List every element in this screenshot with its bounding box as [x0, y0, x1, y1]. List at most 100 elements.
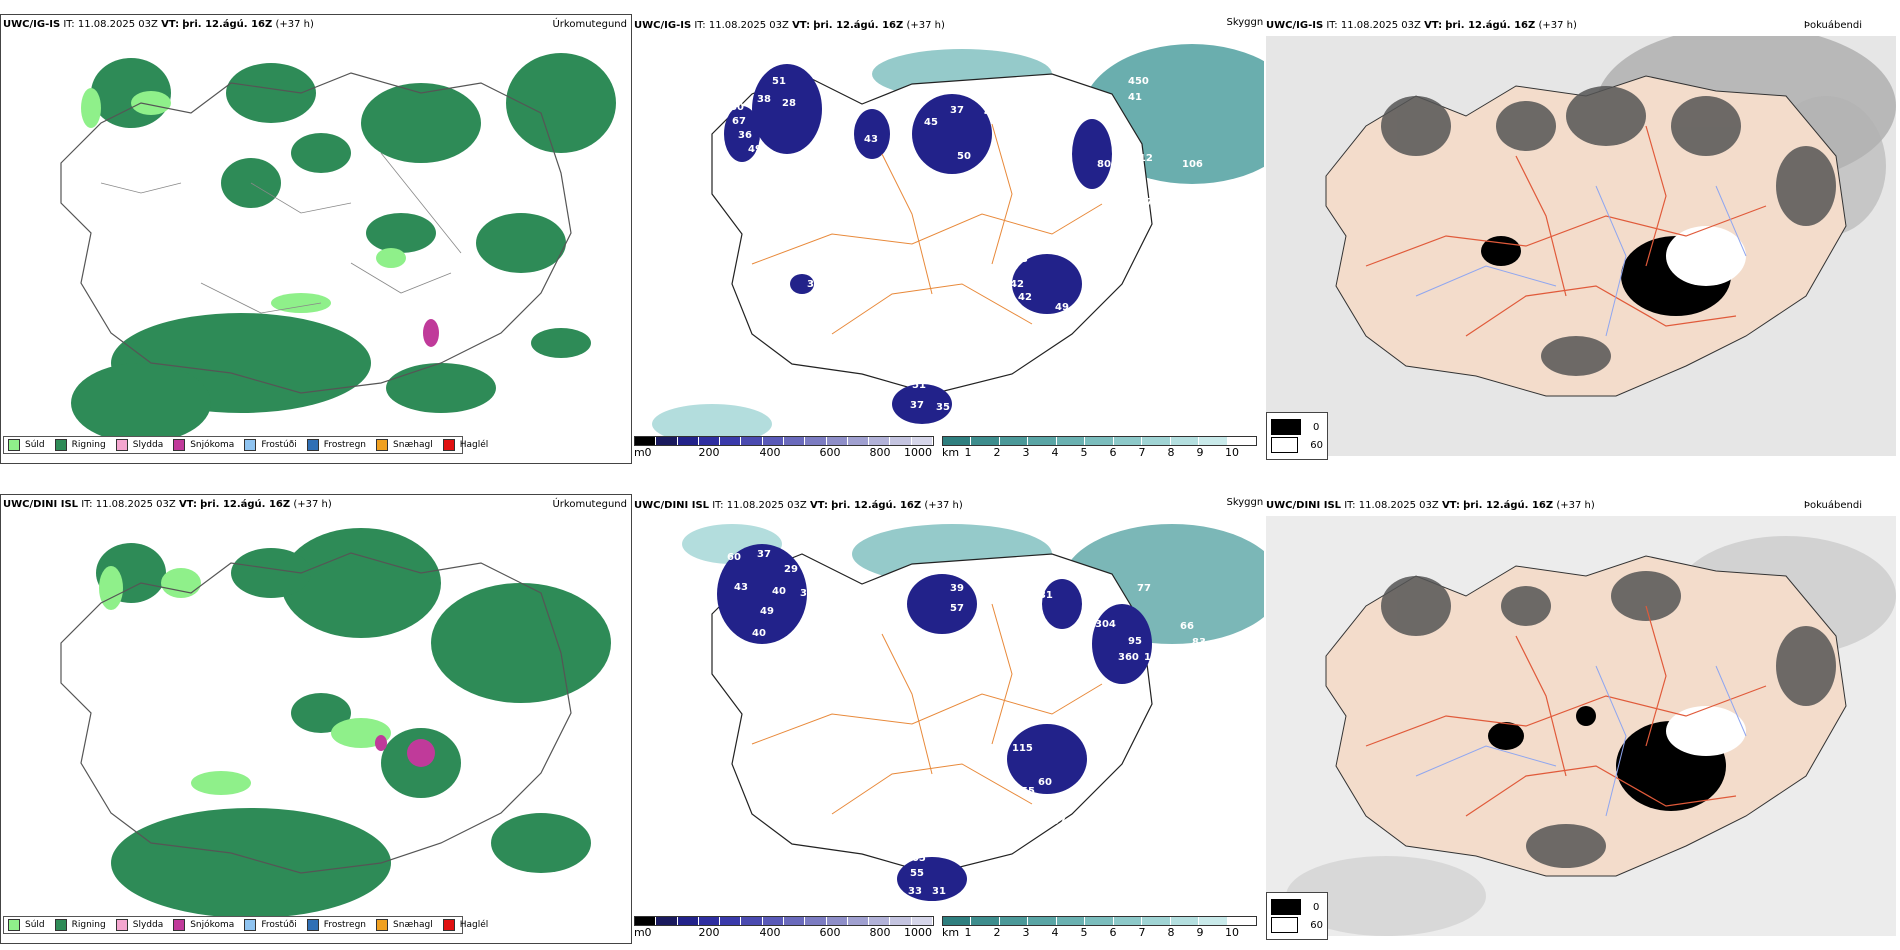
cloud-base-label: 99 [902, 360, 916, 371]
legend-item-freezing-drizzle: Frostúði [244, 919, 297, 931]
cloud-base-label: 60 [730, 102, 744, 113]
cloud-base-label: 45 [924, 117, 938, 128]
cloud-base-label: 51 [912, 380, 926, 391]
vt-value: þri. 12.ágú. 16Z [831, 500, 922, 511]
vt-value: þri. 12.ágú. 16Z [813, 20, 904, 31]
model-name: UWC/DINI ISL [634, 500, 710, 511]
cloud-base-label: 37 [807, 279, 821, 290]
cloud-base-label: 28 [782, 98, 796, 109]
fog-panel-row1: UWC/IG-IS IT: 11.08.2025 03Z VT: þri. 12… [1264, 14, 1900, 464]
cloud-base-label: 36 [820, 136, 834, 147]
visibility-tick: 8 [1167, 446, 1175, 459]
height-tick: 600 [819, 926, 841, 939]
cloud-base-label: 51 [772, 76, 786, 87]
height-tick: 400 [759, 446, 781, 459]
model-name: UWC/IG-IS [3, 19, 61, 30]
cloud-base-label: 60 [1038, 777, 1052, 788]
fog-title: Þokuábendi [1803, 500, 1862, 511]
cloud-base-label: 102 [802, 835, 823, 846]
cloud-base-label: 46 [984, 107, 998, 118]
visibility-tick: 9 [1196, 926, 1204, 939]
cloud-base-label: 43 [864, 134, 878, 145]
cloud-base-label: 31 [932, 886, 946, 897]
cloud-base-label: 208 [1018, 132, 1039, 143]
precip-map [60, 53, 616, 443]
visibility-colorbar-cells [942, 916, 1257, 926]
cloud-base-label: 95 [1128, 636, 1142, 647]
visibility-tick: 6 [1109, 926, 1117, 939]
cloud-base-label: 137 [1132, 197, 1153, 208]
visibility-tick: 3 [1022, 926, 1030, 939]
cloud-base-label: 40 [752, 628, 766, 639]
height-tick: 0 [644, 446, 652, 459]
it-label: IT: [81, 499, 93, 510]
visibility-colorbar: km 1 2 3 4 5 6 7 8 9 10 [942, 436, 1257, 459]
cloud-base-label: 41 [1128, 92, 1142, 103]
height-colorbar-cells [634, 916, 934, 926]
cloud-base-label: 67 [732, 116, 746, 127]
cloud-base-label: 57 [772, 156, 786, 167]
it-label: IT: [694, 20, 706, 31]
precip-panel-row1: UWC/IG-IS IT: 11.08.2025 03Z VT: þri. 12… [0, 14, 632, 464]
cloud-base-label: 35 [936, 402, 950, 413]
cloud-base-label: 36 [738, 130, 752, 141]
vt-value: þri. 12.ágú. 16Z [182, 19, 273, 30]
height-tick: 600 [819, 446, 841, 459]
visibility-tick: 7 [1138, 446, 1146, 459]
height-tick: 400 [759, 926, 781, 939]
cloud-base-label: 58 [794, 162, 808, 173]
cloud-base-label: 412 [990, 80, 1011, 91]
cloud-base-label: 42 [1010, 279, 1024, 290]
visibility-tick: 2 [993, 446, 1001, 459]
fog-map [1266, 36, 1896, 456]
model-name: UWC/DINI ISL [3, 499, 79, 510]
it-value: 11.08.2025 03Z [1358, 500, 1439, 511]
panel-header: UWC/IG-IS IT: 11.08.2025 03Z VT: þri. 12… [634, 19, 945, 33]
cloud-base-label: 450 [1128, 76, 1149, 87]
visibility-title: Skyggni [1226, 497, 1264, 508]
legend-item-rain: Rigning [54, 439, 106, 451]
visibility-tick: 9 [1196, 446, 1204, 459]
cloud-base-label: 38 [757, 94, 771, 105]
lead-time: (+37 h) [1556, 500, 1595, 511]
cloud-base-label: 55 [1021, 786, 1035, 797]
vt-label: VT: [809, 500, 828, 511]
iceland-coastline [60, 552, 572, 874]
height-tick: 200 [698, 926, 720, 939]
fog-title: Þokuábendi [1803, 20, 1862, 31]
lead-time: (+37 h) [275, 19, 314, 30]
height-tick: 0 [644, 926, 652, 939]
legend-item-hail: Haglél [442, 919, 488, 931]
panel-header: UWC/DINI ISL IT: 11.08.2025 03Z VT: þri.… [3, 498, 332, 512]
cloud-base-label: 106 [1182, 159, 1203, 170]
cloud-base-label: 304 [1095, 619, 1116, 630]
vt-label: VT: [178, 499, 197, 510]
cloud-base-label: 49 [1055, 302, 1069, 313]
legend-item-rain: Rigning [54, 919, 106, 931]
cloud-base-label: 35 [800, 588, 814, 599]
cloud-base-label: 33 [908, 886, 922, 897]
it-label: IT: [63, 19, 75, 30]
vt-value: þri. 12.ágú. 16Z [1463, 500, 1554, 511]
it-label: IT: [712, 500, 724, 511]
visibility-tick: 10 [1225, 926, 1239, 939]
it-value: 11.08.2025 03Z [95, 499, 176, 510]
cloud-base-label: 107 [1144, 652, 1165, 663]
visibility-tick: 1 [964, 926, 972, 939]
legend-item-freezing-rain: Frostregn [306, 919, 366, 931]
it-value: 11.08.2025 03Z [708, 20, 789, 31]
cloud-base-label: 37 [757, 549, 771, 560]
cloud-base-label: 60 [727, 552, 741, 563]
cloud-base-label: 112 [1132, 153, 1153, 164]
cloud-base-label: 59 [968, 171, 982, 182]
precip-legend: Súld Rigning Slydda Snjókoma Frostúði Fr… [3, 916, 488, 934]
cloud-base-label: 115 [1012, 743, 1033, 754]
visibility-panel-row1: UWC/IG-IS IT: 11.08.2025 03Z VT: þri. 12… [632, 14, 1264, 464]
lead-time: (+37 h) [1538, 20, 1577, 31]
lead-time: (+37 h) [924, 500, 963, 511]
cloud-base-label: 61 [800, 623, 814, 634]
cloud-base-label: 42 [1018, 292, 1032, 303]
cloud-base-label: 49 [748, 144, 762, 155]
cloud-base-label: 43 [996, 584, 1010, 595]
height-colorbar: m 0 200 400 600 800 1000 [634, 916, 934, 939]
